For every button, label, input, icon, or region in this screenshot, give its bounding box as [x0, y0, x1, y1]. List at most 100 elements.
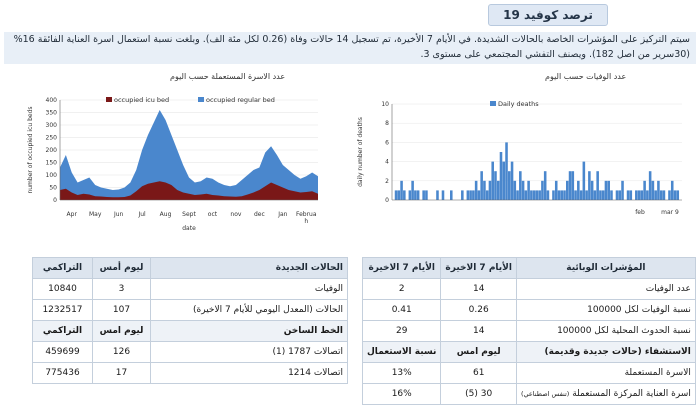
deaths-bar	[508, 171, 511, 200]
deaths-bar	[519, 171, 522, 200]
table-row: 16% (5) 30 اسرة العناية المركزة المستعمل…	[361, 383, 696, 405]
legend-label-regular: occupied regular bed	[206, 96, 275, 104]
value-cell: 459699	[32, 341, 93, 363]
deaths-chart-svg: 0 2 4 6 8 10 feb mar 9 daily number of deaths Dai…	[357, 100, 682, 216]
deaths-bar	[568, 171, 572, 200]
deaths-bar	[543, 171, 547, 200]
y-tick-label: 6	[385, 139, 389, 146]
value-cell: 16%	[361, 383, 442, 405]
deaths-bar	[648, 171, 652, 200]
deaths-bar	[579, 190, 583, 200]
legend-swatch-deaths	[490, 101, 496, 106]
deaths-bar	[535, 190, 539, 200]
deaths-bar	[651, 180, 655, 200]
deaths-bar	[524, 190, 528, 200]
deaths-bar	[436, 190, 439, 200]
label-cell: الاسرة المستعملة	[515, 362, 696, 384]
deaths-bar	[571, 171, 575, 200]
y-axis-title: daily number of deaths	[357, 117, 364, 187]
deaths-bar	[408, 190, 412, 200]
deaths-bar	[566, 180, 569, 200]
deaths-bar	[441, 190, 445, 200]
month-label: h	[304, 218, 308, 225]
y-tick-label: 8	[385, 120, 389, 127]
beds-chart-svg: 0 50 100 150 200 250 300 350 400 Apr May Jun Jul Aug S…	[27, 96, 318, 232]
deaths-bar	[588, 171, 591, 200]
header-cell: الحالات الجديدة	[150, 257, 348, 279]
table-header-row: الأيام 7 الاخيرة الأيام 7 الاخيرة المؤشر…	[361, 257, 696, 279]
deaths-bar	[610, 190, 613, 200]
table-row: 0.41 0.26 نسبة الوفيات لكل 100000	[361, 299, 696, 321]
value-cell: 17	[92, 362, 151, 384]
value-cell: 0.26	[440, 299, 517, 321]
deaths-bar	[513, 180, 517, 200]
deaths-bar	[554, 180, 558, 200]
y-tick-label: 2	[385, 178, 389, 185]
y-axis-title: number of occupied icu beds	[27, 106, 34, 193]
header-cell: التراكمي	[32, 257, 93, 279]
month-label: May	[89, 211, 102, 218]
header-cell: التراكمي	[32, 320, 93, 342]
y-tick-label: 4	[385, 159, 389, 166]
table-row: 29 14 نسبة الحدوث المحلية لكل 100000	[361, 320, 696, 342]
month-label: Februa	[296, 211, 317, 218]
deaths-bar	[541, 180, 544, 200]
deaths-bar	[662, 190, 666, 200]
y-tick-label: 150	[46, 160, 58, 167]
deaths-bar	[494, 171, 497, 200]
section-header-row: التراكمي ليوم امس الخط الساخن	[32, 320, 348, 342]
value-cell: 775436	[32, 362, 93, 384]
label-cell: نسبة الوفيات لكل 100000	[515, 299, 696, 321]
value-cell: 1232517	[32, 299, 93, 321]
deaths-bar	[502, 161, 506, 200]
deaths-bar	[643, 180, 646, 200]
beds-chart: عدد الاسرة المستعملة حسب اليوم 0 50 100 150…	[20, 68, 335, 238]
deaths-bar	[403, 190, 406, 200]
table-row: 13% 61 الاسرة المستعملة	[361, 362, 696, 384]
month-label: Sept	[182, 211, 196, 218]
deaths-bar	[425, 190, 428, 200]
deaths-bar	[657, 180, 660, 200]
month-label: nov	[230, 211, 241, 218]
x-axis-title: date	[182, 225, 196, 232]
deaths-bar	[480, 171, 483, 200]
deaths-bar	[516, 190, 519, 200]
deaths-bar	[659, 190, 663, 200]
legend-swatch-regular	[198, 97, 204, 102]
epidemiology-table: الأيام 7 الاخيرة الأيام 7 الاخيرة المؤشر…	[361, 257, 696, 405]
header-cell: ليوم أمس	[92, 257, 151, 279]
header-cell: ليوم امس	[92, 320, 151, 342]
deaths-bar	[640, 190, 644, 200]
y-tick-label: 400	[46, 97, 58, 104]
deaths-bar	[538, 190, 541, 200]
deaths-bar	[582, 161, 586, 200]
value-cell: 0.41	[361, 299, 442, 321]
deaths-bar	[485, 190, 489, 200]
value-cell: 14	[440, 278, 517, 300]
header-cell: الأيام 7 الاخيرة	[440, 257, 517, 279]
table-row: 459699 126 اتصالات 1787 (1)	[32, 341, 348, 363]
label-note: (تنفس اصطناعي)	[520, 390, 570, 398]
month-label: Jan	[277, 211, 287, 218]
deaths-bar	[527, 180, 530, 200]
deaths-bar	[590, 180, 594, 200]
deaths-bar	[552, 190, 555, 200]
deaths-bar	[532, 190, 536, 200]
month-label: Apr	[67, 211, 78, 218]
deaths-bar	[607, 180, 610, 200]
label-text: اسرة العناية المركزة المستعملة	[572, 389, 691, 399]
legend-swatch-icu	[106, 97, 112, 102]
deaths-chart-heading: عدد الوفيات حسب اليوم	[545, 72, 627, 81]
month-label: oct	[208, 211, 218, 218]
table-header-row: التراكمي ليوم أمس الحالات الجديدة	[32, 257, 348, 279]
deaths-bar	[621, 180, 624, 200]
deaths-bar	[469, 190, 472, 200]
header: ترصد كوفيد 19	[0, 0, 700, 30]
value-cell: 3	[92, 278, 151, 300]
deaths-bar	[477, 190, 481, 200]
deaths-bar	[599, 190, 602, 200]
deaths-bar	[577, 180, 580, 200]
deaths-bar	[422, 190, 425, 200]
deaths-bar	[461, 190, 464, 200]
deaths-bar	[574, 190, 577, 200]
